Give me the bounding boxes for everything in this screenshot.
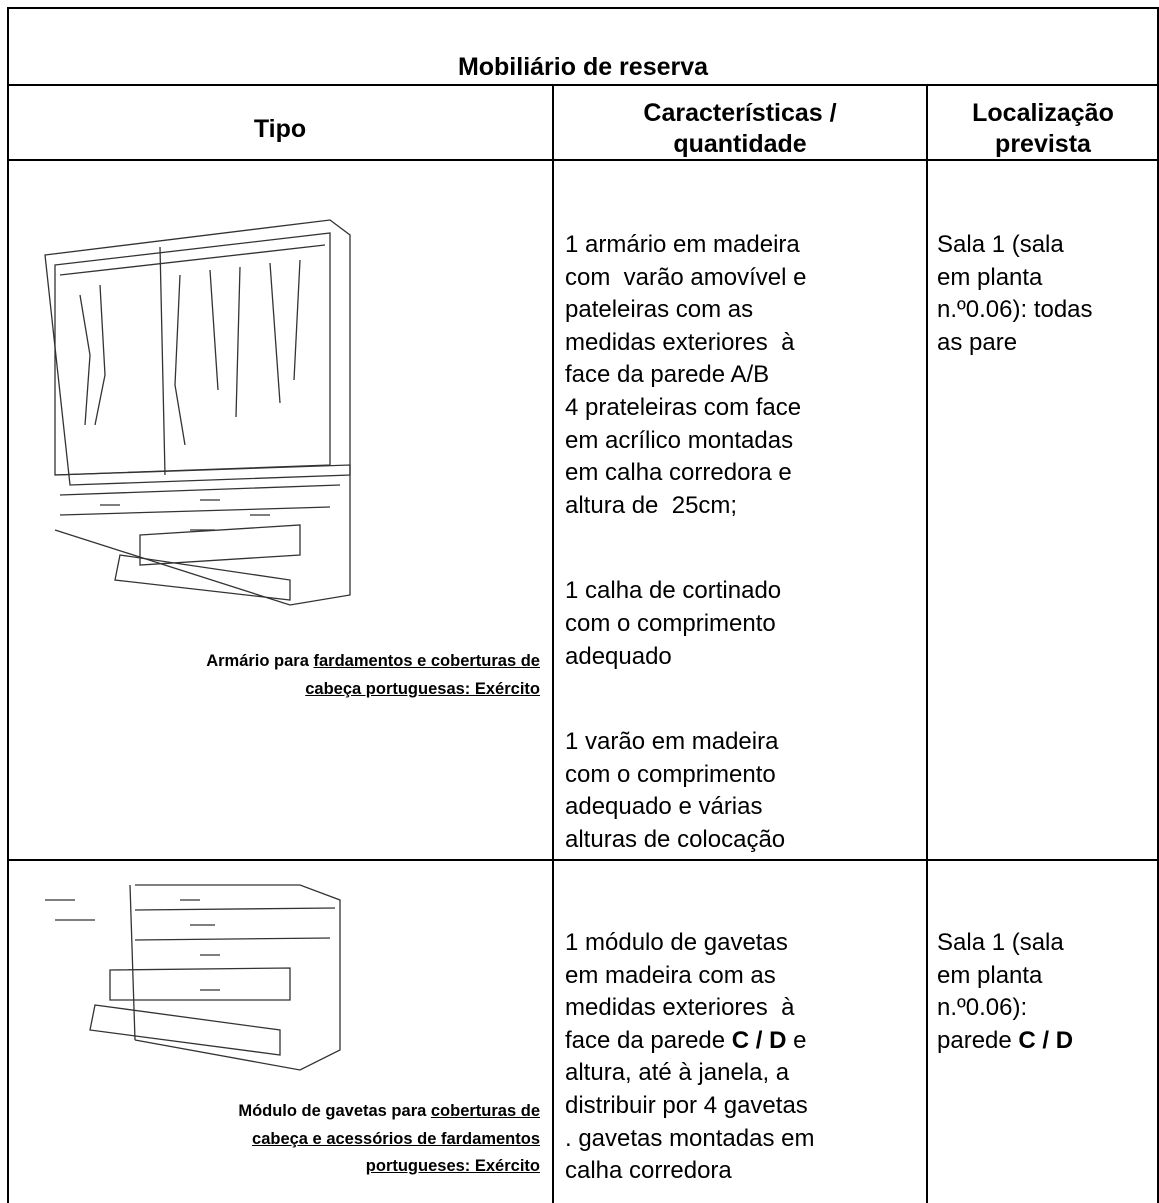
- text-line: em calha corredora e: [565, 459, 792, 487]
- text-line: com o comprimento: [565, 609, 776, 637]
- text-line: 1 armário em madeira: [565, 231, 800, 258]
- text-span: Módulo de gavetas para: [238, 1102, 431, 1120]
- text-span: fardamentos e coberturas de: [313, 652, 541, 670]
- location-cell: Sala 1 (sala em planta n.º0.06): todas as p…: [937, 229, 1093, 359]
- text-line: pateleiras com as: [565, 296, 754, 324]
- column-header: Tipo: [8, 114, 552, 145]
- text-line: prevista: [995, 130, 1091, 158]
- text-span: face da parede: [565, 1026, 732, 1054]
- text-line: distribuir por 4 gavetas: [565, 1091, 808, 1119]
- text-line: Características /: [643, 99, 837, 127]
- column-header: Características / quantidade: [554, 98, 926, 160]
- text-line: medidas exteriores à: [565, 994, 795, 1022]
- text-line: em acrílico montadas: [565, 426, 794, 454]
- text-span: portugueses: Exército: [365, 1157, 540, 1175]
- text-line: com varão amovível e: [565, 263, 807, 291]
- characteristics-cell: 1 módulo de gavetas em madeira com as medi…: [565, 927, 814, 1188]
- text-line: as pare: [937, 328, 1018, 356]
- text-line: 1 módulo de gavetas: [565, 929, 788, 956]
- text-span: C / D: [731, 1026, 787, 1054]
- paragraph: 1 calha de cortinado com o comprimento ade…: [565, 575, 806, 673]
- text-span: cabeça e acessórios de fardamentos: [252, 1129, 540, 1148]
- text-line: altura de 25cm;: [565, 491, 738, 519]
- text-line: medidas exteriores à: [565, 328, 795, 356]
- wardrobe-sketch: [44, 219, 351, 606]
- text-line: adequado e várias: [565, 793, 763, 821]
- image-caption: Módulo de gavetas para coberturas de cabe…: [20, 1098, 540, 1181]
- text-span: C / D: [1018, 1026, 1074, 1054]
- text-span: cabeça portuguesas: Exército: [305, 679, 540, 698]
- text-line: Armário para fardamentos e coberturas de: [20, 648, 540, 676]
- text-line: portugueses: Exército: [20, 1153, 540, 1181]
- text-line: cabeça e acessórios de fardamentos: [20, 1126, 540, 1154]
- text-span: parede: [937, 1026, 1019, 1054]
- text-span: e: [786, 1026, 807, 1054]
- text-line: n.º0.06):: [937, 994, 1028, 1022]
- text-line: Sala 1 (sala: [937, 231, 1064, 258]
- text-line: em madeira com as: [565, 961, 776, 989]
- text-line: Localização: [972, 99, 1114, 127]
- text-line: calha corredora: [565, 1157, 732, 1185]
- paragraph: 1 varão em madeira com o comprimento adequ…: [565, 726, 806, 856]
- text-line: 1 calha de cortinado: [565, 577, 782, 605]
- text-line: face da parede C / D e: [565, 1025, 814, 1058]
- characteristics-cell: 1 armário em madeira com varão amovível e…: [565, 229, 806, 857]
- text-line: face da parede A/B: [565, 361, 770, 389]
- table-title: Mobiliário de reserva: [457, 53, 709, 81]
- text-line: 1 varão em madeira: [565, 728, 779, 756]
- text-span: Armário para: [206, 652, 314, 670]
- text-line: parede C / D: [937, 1025, 1073, 1058]
- text-line: com o comprimento: [565, 760, 776, 788]
- text-line: altura, até à janela, a: [565, 1059, 790, 1087]
- text-line: em planta: [937, 961, 1043, 989]
- text-line: Sala 1 (sala: [937, 929, 1064, 956]
- text-line: cabeça portuguesas: Exército: [20, 676, 540, 704]
- column-header: Localização prevista: [928, 98, 1158, 160]
- text-line: adequado: [565, 642, 672, 670]
- text-line: Tipo: [253, 115, 307, 143]
- text-line: em planta: [937, 263, 1043, 291]
- text-line: . gavetas montadas em: [565, 1124, 815, 1152]
- image-caption: Armário para fardamentos e coberturas de…: [20, 648, 540, 703]
- text-line: quantidade: [673, 130, 807, 158]
- text-line: alturas de colocação: [565, 825, 786, 853]
- paragraph: 1 módulo de gavetas em madeira com as medi…: [565, 927, 814, 1188]
- drawer-sketch: [45, 884, 341, 1071]
- paragraph: 1 armário em madeira com varão amovível e…: [565, 229, 806, 522]
- text-span: coberturas de: [430, 1102, 540, 1120]
- location-cell: Sala 1 (sala em planta n.º0.06): parede C /…: [937, 927, 1073, 1057]
- text-line: Módulo de gavetas para coberturas de: [20, 1098, 540, 1126]
- text-line: 4 prateleiras com face: [565, 393, 802, 421]
- text-line: n.º0.06): todas: [937, 296, 1093, 324]
